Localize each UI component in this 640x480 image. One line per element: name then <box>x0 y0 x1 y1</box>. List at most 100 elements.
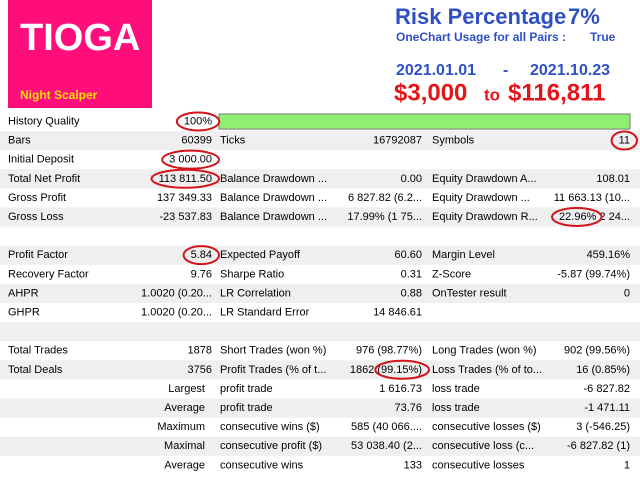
cell-label: Average <box>164 459 205 471</box>
cell-label: LR Standard Error <box>220 306 310 318</box>
deposit-to: to <box>484 85 500 104</box>
highlight-circle <box>374 359 431 380</box>
cell-value: 60399 <box>181 135 212 147</box>
highlight-circle <box>175 111 221 132</box>
row-background <box>0 322 640 342</box>
cell-value: 6 827.82 (6.2... <box>348 192 422 204</box>
date-end: 2021.10.23 <box>530 62 610 79</box>
logo-box <box>8 0 152 108</box>
onechart-value: True <box>590 30 616 44</box>
cell-value: 11 <box>619 135 630 147</box>
cell-value: 133 <box>404 459 422 471</box>
risk-value: 7% <box>568 4 600 29</box>
cell-value: 17.99% (1 75... <box>347 211 422 223</box>
cell-label: profit trade <box>220 383 273 395</box>
cell-label: Equity Drawdown ... <box>432 192 530 204</box>
row-backgrounds <box>0 113 640 456</box>
cell-value: 1878 <box>188 345 212 357</box>
cell-label: Initial Deposit <box>8 154 74 166</box>
row-background <box>0 360 640 380</box>
cell-label: loss trade <box>432 383 480 395</box>
cell-label: Equity Drawdown A... <box>432 173 537 185</box>
cell-value: 5.84 <box>191 249 212 261</box>
quality-bar <box>218 113 631 130</box>
cell-label: Total Trades <box>8 345 68 357</box>
row-background <box>0 436 640 456</box>
cell-label: Gross Loss <box>8 211 64 223</box>
row-background <box>0 169 640 189</box>
cell-label: Long Trades (won %) <box>432 345 537 357</box>
cell-label: OnTester result <box>432 287 507 299</box>
cell-value: 0 <box>624 287 630 299</box>
cell-label: Maximum <box>157 421 205 433</box>
row-background <box>0 131 640 151</box>
date-start: 2021.01.01 <box>396 62 476 79</box>
cell-label: loss trade <box>432 402 480 414</box>
onechart-label: OneChart Usage for all Pairs : <box>396 30 566 44</box>
row-texts: History Quality 100% Bars 60399 Ticks 1679208… <box>8 115 630 471</box>
highlight-circle <box>182 245 220 266</box>
cell-label: Balance Drawdown ... <box>220 192 327 204</box>
cell-label: consecutive losses <box>432 459 525 471</box>
row-background <box>0 245 640 265</box>
report-table: History Quality 100% Bars 60399 Ticks 1679208… <box>0 111 640 471</box>
cell-label: Ticks <box>220 135 246 147</box>
cell-label: Total Deals <box>8 364 63 376</box>
cell-label: Total Net Profit <box>8 173 80 185</box>
cell-label: Recovery Factor <box>8 268 89 280</box>
cell-value: 60.60 <box>394 249 422 261</box>
cell-label: Z-Score <box>432 268 471 280</box>
cell-label: Equity Drawdown R... <box>432 211 538 223</box>
cell-label: consecutive wins <box>220 459 304 471</box>
highlight-circle <box>161 149 220 170</box>
row-background <box>0 207 640 227</box>
cell-value: 14 846.61 <box>373 306 422 318</box>
cell-label: consecutive loss (c... <box>432 440 534 452</box>
cell-label: consecutive profit ($) <box>220 440 322 452</box>
cell-value: -6 827.82 <box>584 383 630 395</box>
cell-value: 113 811.50 <box>159 173 212 185</box>
row-background <box>0 398 640 418</box>
cell-value: 53 038.40 (2... <box>351 440 422 452</box>
cell-label: Balance Drawdown ... <box>220 173 327 185</box>
cell-value: -23 537.83 <box>159 211 212 223</box>
cell-label: Short Trades (won %) <box>220 345 326 357</box>
cell-value: 1.0020 (0.20... <box>141 287 212 299</box>
highlight-circle <box>610 130 638 151</box>
highlight-circle <box>150 168 220 189</box>
cell-value: 3756 <box>188 364 212 376</box>
cell-value: 459.16% <box>587 249 631 261</box>
cell-value: -6 827.82 (1) <box>567 440 630 452</box>
cell-value: 108.01 <box>596 173 630 185</box>
cell-value: 16 (0.85%) <box>576 364 630 376</box>
cell-value: 3 000.00 <box>169 154 212 166</box>
cell-label: consecutive losses ($) <box>432 421 541 433</box>
cell-value: 1.0020 (0.20... <box>141 306 212 318</box>
cell-label: Balance Drawdown ... <box>220 211 327 223</box>
cell-value: 11 663.13 (10... <box>554 192 630 204</box>
cell-value: 1 <box>624 459 630 471</box>
cell-value: 22.96% 2 24... <box>559 211 630 223</box>
cell-value: -1 471.11 <box>584 402 630 414</box>
cell-label: Profit Factor <box>8 249 68 261</box>
cell-value: -5.87 (99.74%) <box>557 268 630 280</box>
cell-value: 976 (98.77%) <box>356 345 422 357</box>
cell-value: 3 (-546.25) <box>576 421 630 433</box>
logo-title: TIOGA <box>20 17 140 59</box>
cell-value: 1862 (99.15%) <box>350 364 422 376</box>
cell-value: 0.31 <box>401 268 422 280</box>
cell-label: consecutive wins ($) <box>220 421 320 433</box>
cell-value: 902 (99.56%) <box>564 345 630 357</box>
logo-subtitle: Night Scalper <box>20 88 98 102</box>
cell-value: 1 616.73 <box>379 383 422 395</box>
row-background <box>0 283 640 303</box>
cell-label: Maximal <box>164 440 205 452</box>
cell-label: Loss Trades (% of to... <box>432 364 542 376</box>
cell-label: Expected Payoff <box>220 249 301 261</box>
cell-label: Gross Profit <box>8 192 66 204</box>
cell-value: 0.88 <box>401 287 422 299</box>
cell-label: Sharpe Ratio <box>220 268 284 280</box>
cell-value: 9.76 <box>191 268 212 280</box>
cell-value: 16792087 <box>373 135 422 147</box>
